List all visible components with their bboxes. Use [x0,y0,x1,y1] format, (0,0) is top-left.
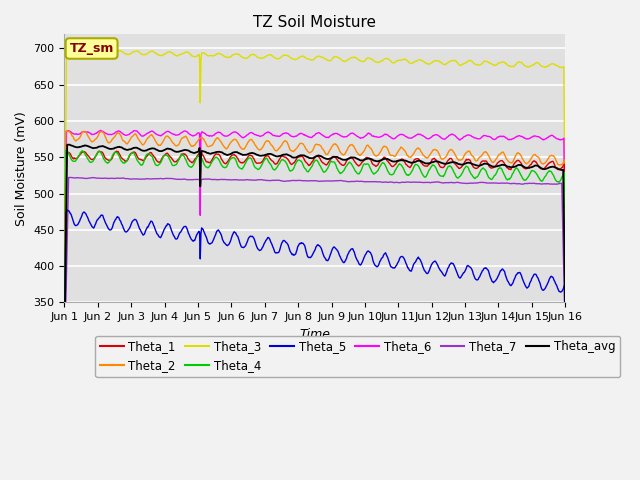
Title: TZ Soil Moisture: TZ Soil Moisture [253,15,376,30]
X-axis label: Time: Time [300,328,330,341]
Text: TZ_sm: TZ_sm [69,42,114,55]
Legend: Theta_1, Theta_2, Theta_3, Theta_4, Theta_5, Theta_6, Theta_7, Theta_avg: Theta_1, Theta_2, Theta_3, Theta_4, Thet… [95,336,620,377]
Y-axis label: Soil Moisture (mV): Soil Moisture (mV) [15,111,28,226]
